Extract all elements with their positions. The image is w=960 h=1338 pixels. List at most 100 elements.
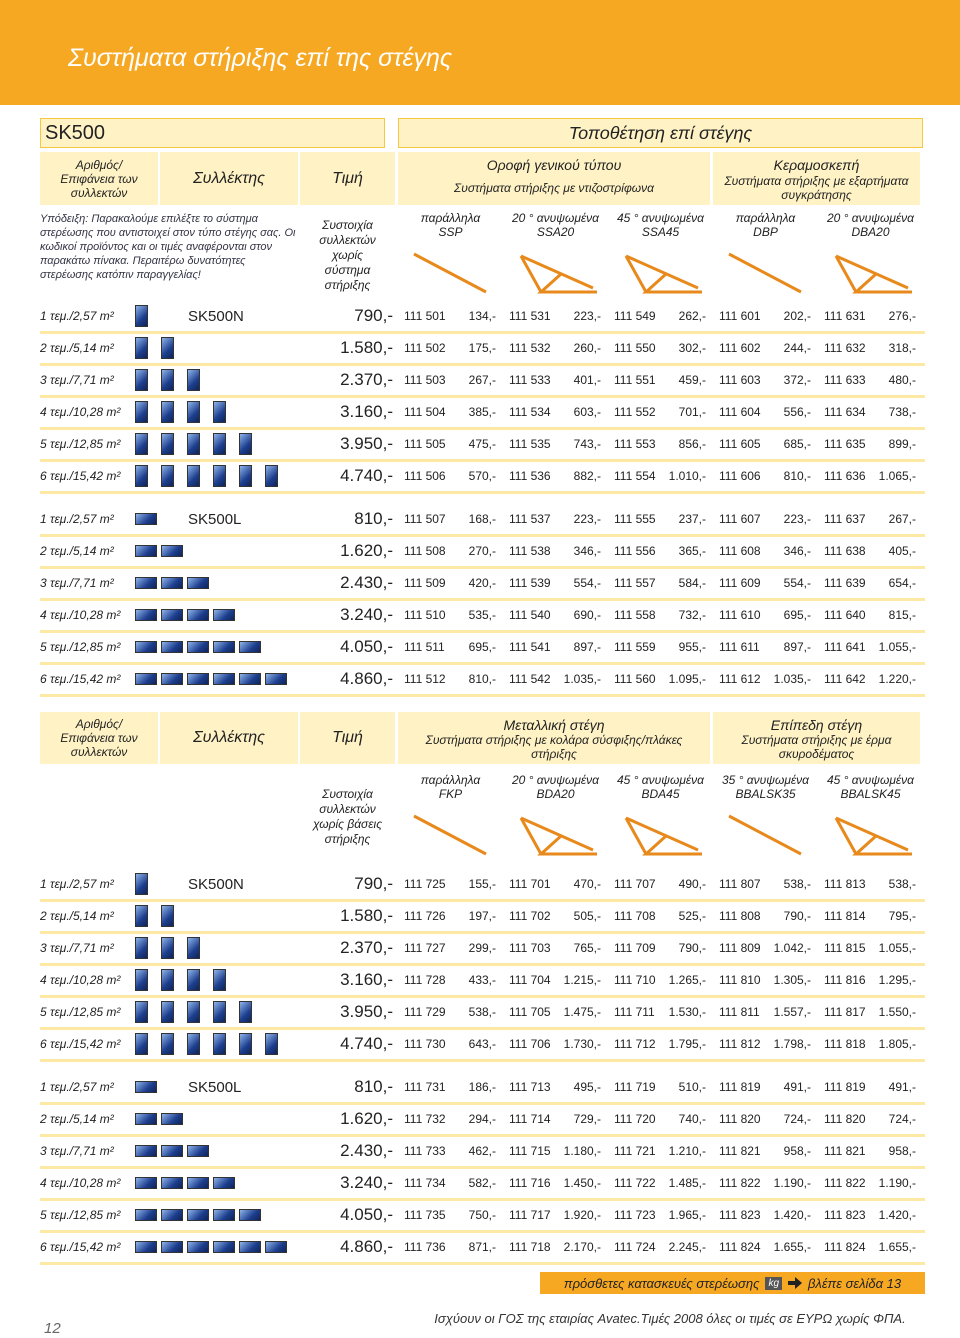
product-code: 111 609 xyxy=(719,576,761,590)
product-code: 111 736 xyxy=(404,1240,446,1254)
collector-icon xyxy=(187,1177,209,1189)
cell-price: 738,- xyxy=(888,405,916,419)
system-code: FKP xyxy=(438,787,463,801)
mount-drawing xyxy=(519,254,597,294)
cell-price: 1.475,- xyxy=(563,1005,601,1019)
product-code: 111 819 xyxy=(824,1080,866,1094)
cell-price: 724,- xyxy=(888,1112,916,1126)
cell-price: 299,- xyxy=(468,941,496,955)
row-separator xyxy=(40,931,925,934)
cell-price: 535,- xyxy=(468,608,496,622)
cell-price: 401,- xyxy=(573,373,601,387)
product-code: 111 542 xyxy=(509,672,551,686)
system-angle: 45 ° ανυψωμένα xyxy=(826,773,915,787)
area: 6 τεμ./15,42 m² xyxy=(40,1037,121,1051)
collector-icon xyxy=(135,969,148,991)
collector-icon xyxy=(213,1177,235,1189)
footer-extra: πρόσθετες κατασκευές στερέωσης xyxy=(563,1275,760,1291)
cell-price: 790,- xyxy=(678,941,706,955)
collector-name: SK500L xyxy=(188,510,242,528)
product-code: 111 551 xyxy=(614,373,656,387)
area: 2 τεμ./5,14 m² xyxy=(40,544,114,558)
cell-price: 765,- xyxy=(573,941,601,955)
cell-price: 276,- xyxy=(888,309,916,323)
product-code: 111 816 xyxy=(824,973,866,987)
product-code: 111 705 xyxy=(509,1005,551,1019)
product-code: 111 512 xyxy=(404,672,446,686)
row-separator xyxy=(40,1198,925,1201)
product-code: 111 709 xyxy=(614,941,656,955)
cell-price: 958,- xyxy=(888,1144,916,1158)
row-price: 2.430,- xyxy=(340,573,393,592)
product-code: 111 606 xyxy=(719,469,761,483)
set-label: Συστοιχία συλλεκτών χωρίς σύστημα στήριξ… xyxy=(319,217,376,292)
cell-price: 267,- xyxy=(888,512,916,526)
cell-price: 260,- xyxy=(573,341,601,355)
cell-price: 385,- xyxy=(468,405,496,419)
cell-price: 795,- xyxy=(888,909,916,923)
product-code: 111 552 xyxy=(614,405,656,419)
row-price: 1.620,- xyxy=(340,1109,393,1128)
roof-type-title: Κεραμοσκεπή xyxy=(773,157,860,173)
row-price: 2.430,- xyxy=(340,1141,393,1160)
cell-price: 556,- xyxy=(783,405,811,419)
cell-price: 729,- xyxy=(573,1112,601,1126)
product-code: 111 531 xyxy=(509,309,551,323)
product-code: 111 821 xyxy=(719,1144,761,1158)
cell-price: 897,- xyxy=(783,640,811,654)
area: 3 τεμ./7,71 m² xyxy=(40,1144,114,1158)
cell-price: 1.305,- xyxy=(773,973,811,987)
product-code: 111 724 xyxy=(614,1240,656,1254)
collector-icon xyxy=(239,1001,252,1023)
cell-price: 1.035,- xyxy=(773,672,811,686)
cell-price: 1.010,- xyxy=(668,469,706,483)
product-code: 111 720 xyxy=(614,1112,656,1126)
collector-icon xyxy=(161,937,174,959)
row-price: 3.950,- xyxy=(340,1002,393,1021)
count-header: Αριθμός/ Επιφάνεια των συλλεκτών xyxy=(40,712,158,764)
cell-price: 1.065,- xyxy=(878,469,916,483)
row-price: 2.370,- xyxy=(340,370,393,389)
cell-price: 1.265,- xyxy=(668,973,706,987)
collector-icon xyxy=(161,1209,183,1221)
row-separator xyxy=(40,1230,925,1233)
product-code: 111 610 xyxy=(719,608,761,622)
product-code: 111 732 xyxy=(404,1112,446,1126)
collector-icon xyxy=(187,1209,209,1221)
row-separator xyxy=(40,331,925,334)
product-code: 111 702 xyxy=(509,909,551,923)
collector-icon xyxy=(239,1033,252,1055)
cell-price: 1.655,- xyxy=(773,1240,811,1254)
product-code: 111 711 xyxy=(614,1005,655,1019)
collector-icon xyxy=(135,609,157,621)
product-code: 111 718 xyxy=(509,1240,551,1254)
cell-price: 175,- xyxy=(468,341,496,355)
cell-price: 237,- xyxy=(678,512,706,526)
cell-price: 1.730,- xyxy=(563,1037,601,1051)
row-price: 3.240,- xyxy=(340,605,393,624)
collector-icon xyxy=(187,465,200,487)
cell-price: 732,- xyxy=(678,608,706,622)
cell-price: 491,- xyxy=(888,1080,916,1094)
product-code: 111 713 xyxy=(509,1080,551,1094)
cell-price: 1.550,- xyxy=(878,1005,916,1019)
roof-type-subtitle: Συστήματα στήριξης με ντιζοστρίφωνα xyxy=(454,180,654,195)
row-price: 790,- xyxy=(354,306,393,325)
product-code: 111 735 xyxy=(404,1208,446,1222)
row-separator xyxy=(40,491,925,494)
cell-price: 856,- xyxy=(678,437,706,451)
collector-icon xyxy=(213,609,235,621)
cell-price: 701,- xyxy=(678,405,706,419)
collector-icon xyxy=(239,465,252,487)
area: 3 τεμ./7,71 m² xyxy=(40,373,114,387)
area: 5 τεμ./12,85 m² xyxy=(40,437,121,451)
cell-price: 270,- xyxy=(468,544,496,558)
collector-icon xyxy=(213,969,226,991)
cell-price: 244,- xyxy=(783,341,811,355)
collector-icon xyxy=(161,433,174,455)
cell-price: 1.210,- xyxy=(668,1144,706,1158)
product-code: 111 710 xyxy=(614,973,656,987)
product-code: 111 824 xyxy=(719,1240,761,1254)
cell-price: 346,- xyxy=(783,544,811,558)
row-separator xyxy=(40,395,925,398)
